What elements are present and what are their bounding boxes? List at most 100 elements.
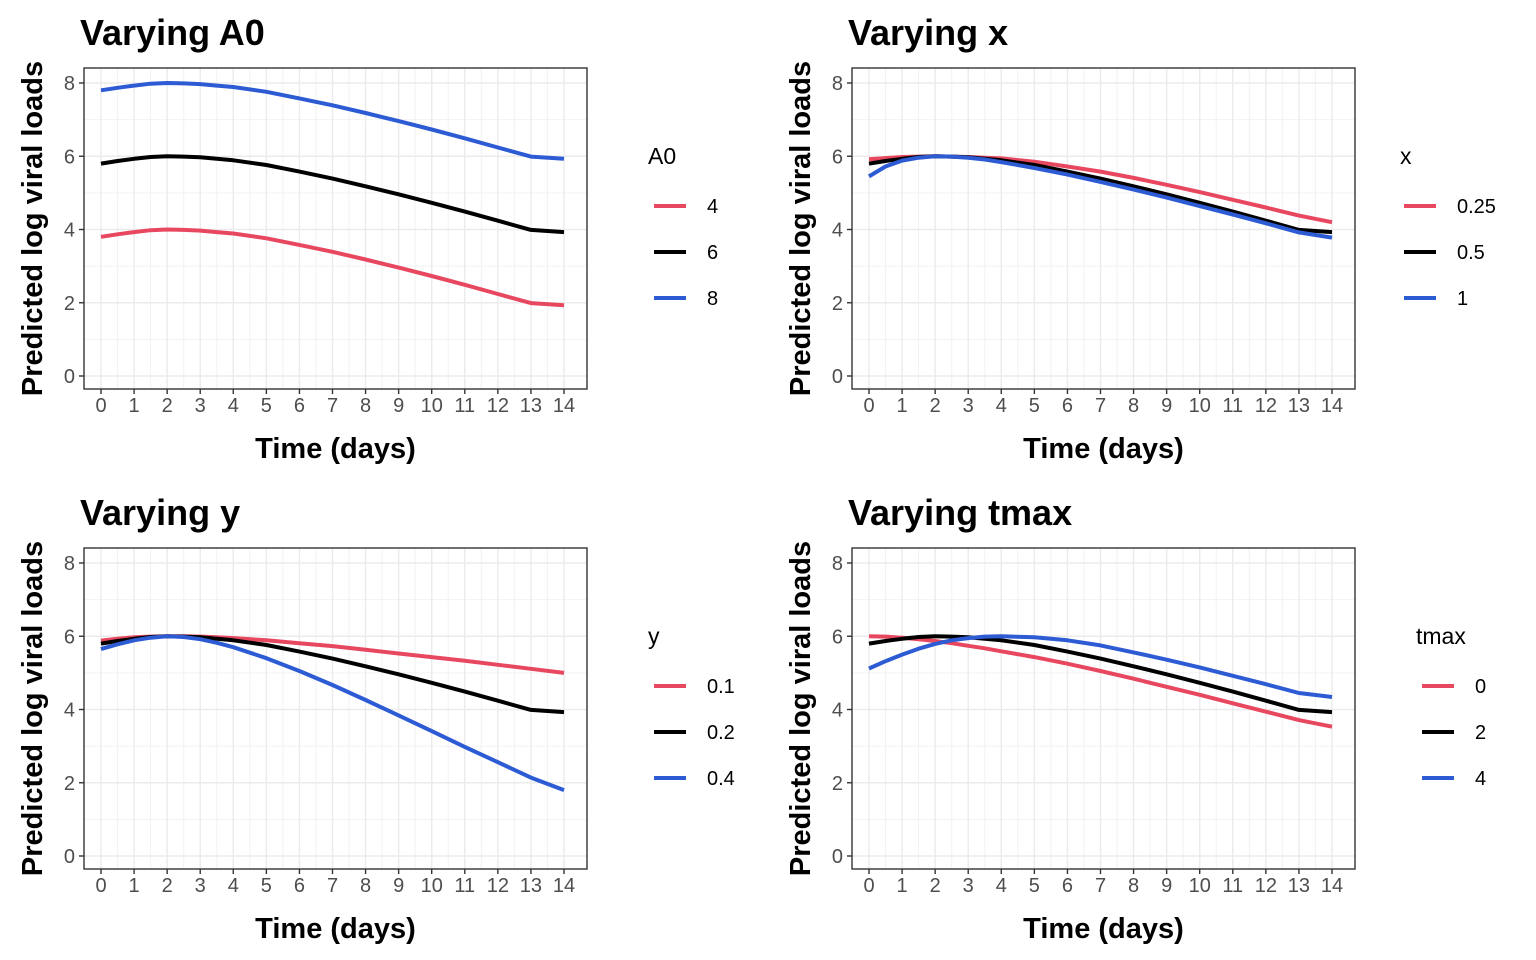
legend: tmax 0 2 4 bbox=[1416, 623, 1486, 790]
y-tick-label: 0 bbox=[832, 366, 843, 388]
y-tick-label: 8 bbox=[832, 73, 843, 95]
x-tick-label: 11 bbox=[454, 395, 475, 417]
x-tick-label: 3 bbox=[195, 395, 206, 417]
x-tick-label: 10 bbox=[1189, 395, 1211, 417]
legend: A0 4 6 8 bbox=[648, 143, 718, 310]
x-tick-label: 10 bbox=[421, 875, 443, 897]
legend-title: A0 bbox=[648, 143, 676, 169]
plot-border bbox=[851, 547, 1356, 870]
y-tick-label: 0 bbox=[64, 366, 75, 388]
x-tick-label: 3 bbox=[963, 395, 974, 417]
y-tick-label: 4 bbox=[64, 220, 75, 242]
x-tick-label: 3 bbox=[963, 875, 974, 897]
x-tick-label: 8 bbox=[1128, 395, 1139, 417]
legend-title: x bbox=[1400, 143, 1412, 169]
y-tick-label: 6 bbox=[832, 146, 843, 168]
chart-title: Varying y bbox=[80, 492, 240, 533]
y-tick-label: 2 bbox=[832, 293, 843, 315]
x-tick-label: 13 bbox=[1288, 875, 1310, 897]
plot-border bbox=[83, 547, 588, 870]
legend-title: y bbox=[648, 623, 660, 649]
x-tick-label: 6 bbox=[294, 395, 305, 417]
x-tick-label: 14 bbox=[553, 395, 575, 417]
legend-label-0: 0 bbox=[1475, 676, 1486, 698]
legend: x 0.25 0.5 1 bbox=[1400, 143, 1496, 310]
legend-label-1: 1 bbox=[1457, 288, 1468, 310]
panel-varying-tmax: 0 1 2 3 4 5 6 7 8 9 10 11 12 13 14 0 2 4 6 8 Varying tmax Tim… bbox=[768, 480, 1536, 960]
gridlines bbox=[84, 548, 587, 869]
x-tick-label: 8 bbox=[1128, 875, 1139, 897]
legend-title: tmax bbox=[1416, 623, 1466, 649]
x-tick-label: 1 bbox=[897, 395, 908, 417]
x-tick-label: 5 bbox=[261, 395, 272, 417]
y-tick-label: 0 bbox=[832, 846, 843, 868]
x-tick-label: 7 bbox=[327, 875, 338, 897]
y-axis-title: Predicted log viral loads bbox=[785, 541, 817, 876]
x-tick-label: 8 bbox=[360, 875, 371, 897]
x-axis-title: Time (days) bbox=[1023, 433, 1184, 465]
legend-label-0-25: 0.25 bbox=[1457, 196, 1496, 218]
legend-label-4: 4 bbox=[707, 196, 718, 218]
legend-label-8: 8 bbox=[707, 288, 718, 310]
y-tick-label: 4 bbox=[64, 700, 75, 722]
legend-label-0-4: 0.4 bbox=[707, 768, 735, 790]
x-tick-label: 11 bbox=[1222, 875, 1243, 897]
y-tick-label: 2 bbox=[832, 773, 843, 795]
x-tick-label: 12 bbox=[487, 395, 509, 417]
x-tick-label: 1 bbox=[129, 395, 140, 417]
x-tick-label: 4 bbox=[228, 875, 239, 897]
chart-title: Varying x bbox=[848, 12, 1008, 53]
x-tick-label: 6 bbox=[294, 875, 305, 897]
y-tick-label: 8 bbox=[64, 553, 75, 575]
gridlines bbox=[84, 68, 587, 389]
plot-border bbox=[851, 67, 1356, 390]
x-tick-label: 2 bbox=[930, 395, 941, 417]
x-tick-label: 0 bbox=[863, 875, 874, 897]
series-line-4 bbox=[868, 634, 1333, 699]
x-tick-label: 0 bbox=[863, 395, 874, 417]
y-axis-title: Predicted log viral loads bbox=[17, 61, 49, 396]
y-tick-label: 8 bbox=[832, 553, 843, 575]
x-tick-label: 7 bbox=[327, 395, 338, 417]
x-tick-label: 6 bbox=[1062, 395, 1073, 417]
x-tick-label: 5 bbox=[1029, 395, 1040, 417]
series-line-0-4 bbox=[100, 634, 565, 792]
series-line-8 bbox=[100, 81, 565, 161]
x-tick-label: 11 bbox=[454, 875, 475, 897]
panel-varying-a0: 0 1 2 3 4 5 6 7 8 9 10 11 12 13 14 0 2 4 6 8 Varying A0 Time … bbox=[0, 0, 768, 480]
legend-label-4: 4 bbox=[1475, 768, 1486, 790]
x-tick-label: 13 bbox=[520, 875, 542, 897]
series-line-6 bbox=[100, 154, 565, 235]
y-tick-label: 2 bbox=[64, 293, 75, 315]
x-tick-label: 4 bbox=[228, 395, 239, 417]
x-tick-label: 10 bbox=[1189, 875, 1211, 897]
x-tick-label: 4 bbox=[996, 395, 1007, 417]
legend: y 0.1 0.2 0.4 bbox=[648, 623, 735, 790]
legend-label-0-1: 0.1 bbox=[707, 676, 735, 698]
series-line-2 bbox=[868, 634, 1333, 715]
x-tick-label: 14 bbox=[1321, 395, 1343, 417]
x-tick-label: 9 bbox=[393, 395, 404, 417]
gridlines bbox=[852, 68, 1355, 389]
y-tick-label: 6 bbox=[64, 626, 75, 648]
x-axis-title: Time (days) bbox=[1023, 913, 1184, 945]
x-tick-label: 9 bbox=[1161, 395, 1172, 417]
legend-label-6: 6 bbox=[707, 242, 718, 264]
x-tick-label: 12 bbox=[1255, 875, 1277, 897]
y-tick-label: 6 bbox=[64, 146, 75, 168]
x-tick-label: 5 bbox=[261, 875, 272, 897]
plot-background bbox=[84, 548, 587, 869]
legend-label-0-2: 0.2 bbox=[707, 722, 735, 744]
x-tick-label: 4 bbox=[996, 875, 1007, 897]
x-tick-label: 12 bbox=[487, 875, 509, 897]
series-line-4 bbox=[100, 227, 565, 308]
x-tick-label: 1 bbox=[129, 875, 140, 897]
x-tick-label: 11 bbox=[1222, 395, 1243, 417]
x-tick-label: 8 bbox=[360, 395, 371, 417]
x-tick-label: 3 bbox=[195, 875, 206, 897]
y-tick-label: 2 bbox=[64, 773, 75, 795]
x-axis-title: Time (days) bbox=[255, 433, 416, 465]
